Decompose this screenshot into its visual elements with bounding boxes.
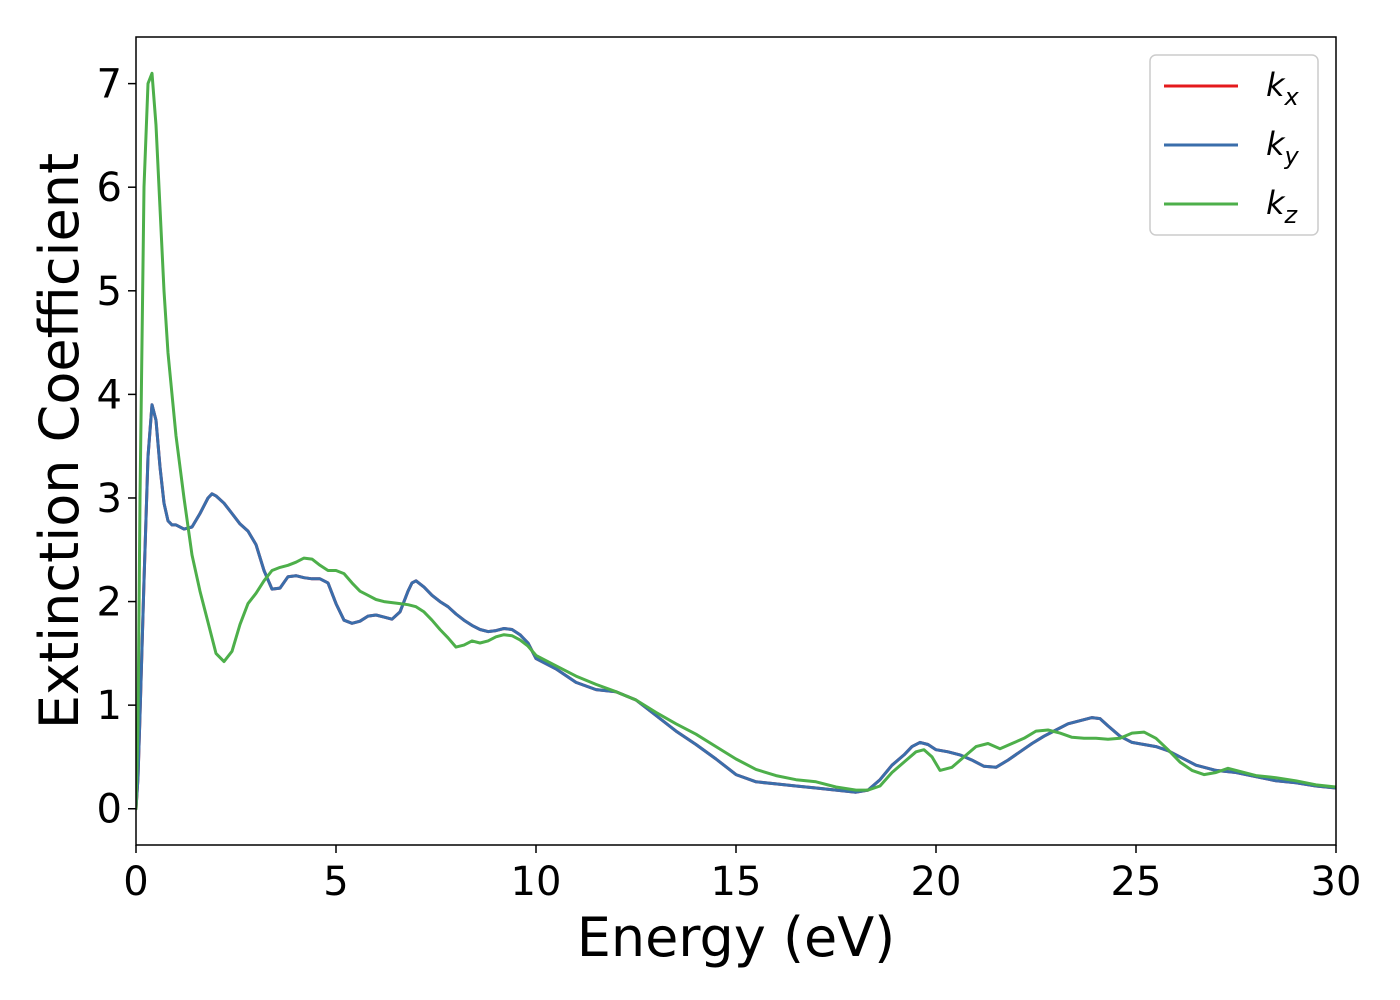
series-line-k-y bbox=[136, 403, 1336, 811]
y-axis-label: Extinction Coefficient bbox=[28, 153, 91, 729]
x-tick-label: 10 bbox=[511, 859, 562, 905]
y-tick-label: 4 bbox=[97, 372, 122, 418]
x-axis: 0 5 10 15 20 25 30 bbox=[123, 845, 1361, 905]
x-tick-label: 15 bbox=[711, 859, 762, 905]
y-axis: 0 1 2 3 4 5 6 7 bbox=[97, 62, 136, 833]
x-tick-label: 20 bbox=[911, 859, 962, 905]
x-tick-label: 30 bbox=[1311, 859, 1362, 905]
x-tick-label: 5 bbox=[323, 859, 348, 905]
y-tick-label: 1 bbox=[97, 683, 122, 729]
x-tick-label: 0 bbox=[123, 859, 148, 905]
y-tick-label: 0 bbox=[97, 787, 122, 833]
legend: kx ky kz bbox=[1149, 54, 1319, 236]
y-tick-label: 5 bbox=[97, 269, 122, 315]
y-tick-label: 3 bbox=[97, 476, 122, 522]
x-tick-label: 25 bbox=[1111, 859, 1162, 905]
x-axis-label: Energy (eV) bbox=[577, 906, 896, 969]
series-layer bbox=[136, 71, 1336, 811]
series-line-k-z bbox=[136, 71, 1336, 811]
y-tick-label: 2 bbox=[97, 580, 122, 626]
y-tick-label: 7 bbox=[97, 62, 122, 108]
legend-label-k-y: ky bbox=[1266, 125, 1300, 170]
legend-label-k-z: kz bbox=[1266, 184, 1299, 229]
y-tick-label: 6 bbox=[97, 165, 122, 211]
legend-label-k-x: kx bbox=[1266, 66, 1300, 111]
